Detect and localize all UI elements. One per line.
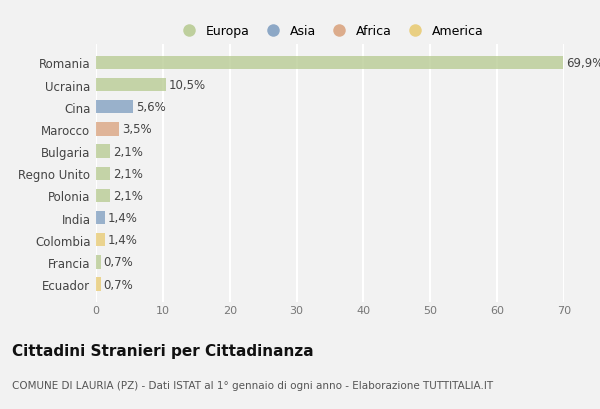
Bar [96, 123, 119, 136]
Bar [96, 101, 133, 114]
Text: 2,1%: 2,1% [113, 189, 143, 202]
Bar [96, 79, 166, 92]
Bar [96, 278, 101, 291]
Text: 69,9%: 69,9% [566, 57, 600, 70]
Legend: Europa, Asia, Africa, America: Europa, Asia, Africa, America [171, 20, 489, 43]
Bar [96, 234, 106, 247]
Bar [96, 167, 110, 180]
Text: Cittadini Stranieri per Cittadinanza: Cittadini Stranieri per Cittadinanza [12, 344, 314, 359]
Text: 2,1%: 2,1% [113, 145, 143, 158]
Text: 5,6%: 5,6% [136, 101, 166, 114]
Bar [96, 256, 101, 269]
Bar [96, 57, 563, 70]
Text: 2,1%: 2,1% [113, 167, 143, 180]
Text: 1,4%: 1,4% [108, 211, 138, 225]
Bar [96, 211, 106, 225]
Text: COMUNE DI LAURIA (PZ) - Dati ISTAT al 1° gennaio di ogni anno - Elaborazione TUT: COMUNE DI LAURIA (PZ) - Dati ISTAT al 1°… [12, 380, 493, 390]
Bar [96, 189, 110, 202]
Text: 0,7%: 0,7% [103, 256, 133, 269]
Text: 3,5%: 3,5% [122, 123, 152, 136]
Bar [96, 145, 110, 158]
Text: 10,5%: 10,5% [169, 79, 206, 92]
Text: 1,4%: 1,4% [108, 234, 138, 247]
Text: 0,7%: 0,7% [103, 278, 133, 291]
